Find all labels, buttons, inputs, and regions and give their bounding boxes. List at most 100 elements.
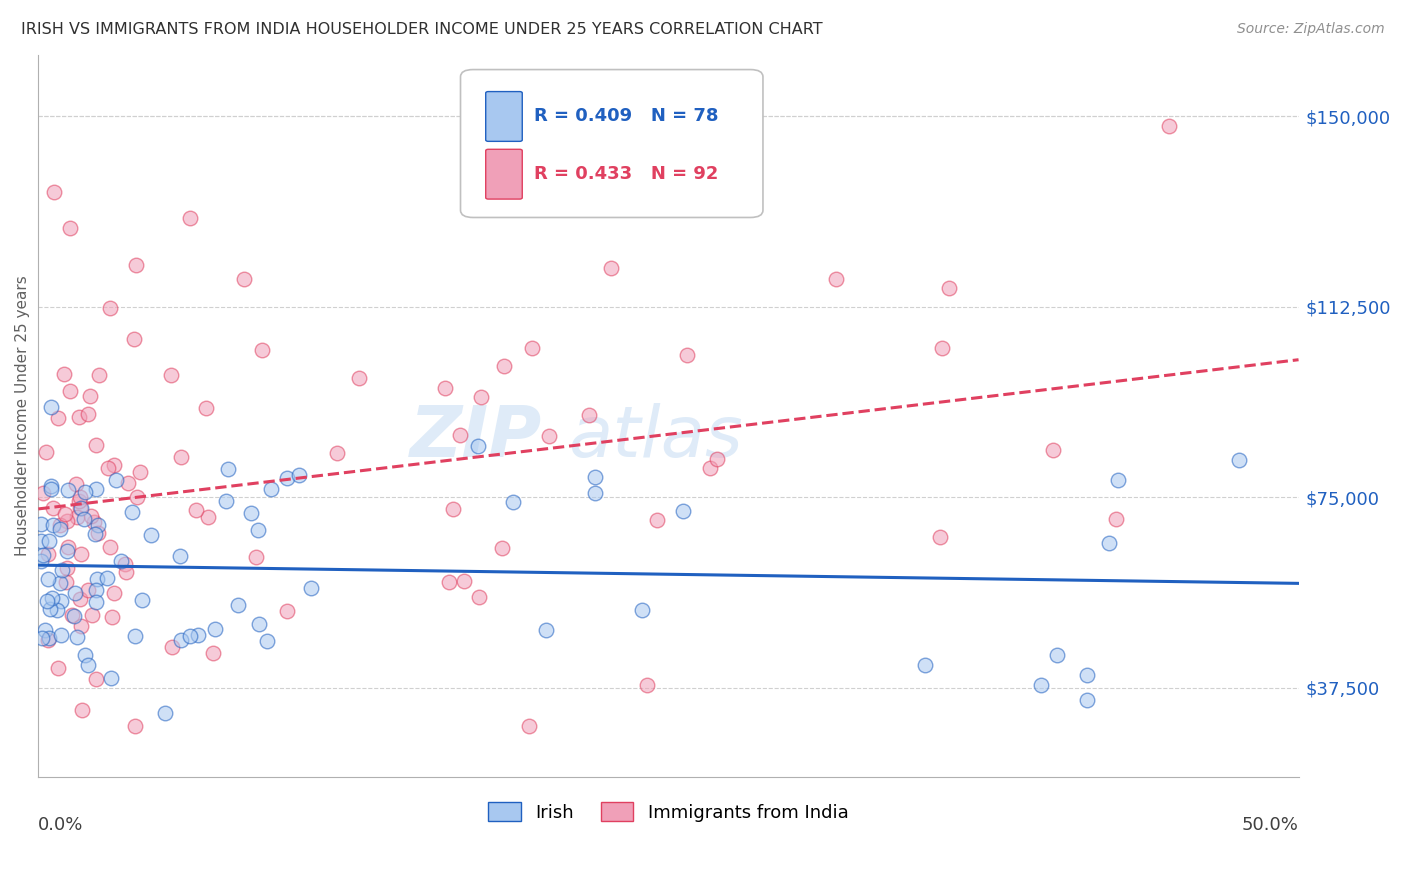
Point bbox=[583, 470, 606, 484]
Point bbox=[73, 512, 96, 526]
Text: 0.0%: 0.0% bbox=[38, 816, 84, 834]
Point bbox=[37, 572, 59, 586]
Point bbox=[170, 450, 193, 464]
Point bbox=[56, 483, 79, 497]
Point bbox=[1157, 120, 1180, 134]
Point bbox=[103, 586, 125, 600]
Point bbox=[259, 482, 281, 496]
Point bbox=[128, 466, 150, 480]
Point bbox=[97, 461, 120, 475]
Point bbox=[84, 438, 107, 452]
Point bbox=[699, 461, 721, 475]
Point bbox=[30, 534, 52, 549]
Point bbox=[39, 400, 62, 414]
Point bbox=[299, 581, 322, 595]
Point bbox=[32, 486, 55, 500]
Text: 50.0%: 50.0% bbox=[1241, 816, 1299, 834]
Point bbox=[217, 462, 239, 476]
Point bbox=[67, 494, 90, 508]
Point bbox=[30, 554, 52, 568]
Point bbox=[124, 629, 146, 643]
Point bbox=[453, 574, 475, 588]
Point bbox=[42, 517, 65, 532]
Point bbox=[67, 410, 90, 425]
Point bbox=[536, 624, 558, 638]
Point bbox=[247, 523, 270, 537]
Point bbox=[98, 301, 121, 316]
Point bbox=[439, 574, 461, 589]
Point bbox=[449, 428, 471, 442]
Point bbox=[100, 671, 122, 685]
Point bbox=[636, 678, 658, 692]
Point bbox=[931, 341, 953, 355]
Point bbox=[63, 608, 86, 623]
Text: Source: ZipAtlas.com: Source: ZipAtlas.com bbox=[1237, 22, 1385, 37]
Text: R = 0.433   N = 92: R = 0.433 N = 92 bbox=[534, 165, 718, 183]
Point bbox=[110, 554, 132, 568]
Text: ZIP: ZIP bbox=[411, 403, 543, 472]
Point bbox=[1076, 668, 1098, 682]
Point bbox=[928, 530, 950, 544]
Point bbox=[77, 658, 100, 673]
Point bbox=[49, 518, 72, 533]
Point bbox=[256, 634, 278, 648]
Point bbox=[84, 673, 107, 687]
Point bbox=[824, 272, 846, 286]
Text: R = 0.409   N = 78: R = 0.409 N = 78 bbox=[534, 107, 718, 126]
Point bbox=[233, 271, 256, 285]
Point bbox=[228, 599, 250, 613]
Point bbox=[30, 516, 52, 531]
Point bbox=[51, 628, 73, 642]
Point bbox=[204, 622, 226, 636]
Point bbox=[520, 341, 543, 355]
Point bbox=[59, 384, 82, 398]
Point bbox=[114, 557, 136, 571]
Point bbox=[288, 467, 311, 482]
Point bbox=[66, 630, 89, 644]
Point bbox=[37, 547, 59, 561]
Point bbox=[252, 343, 274, 357]
Text: IRISH VS IMMIGRANTS FROM INDIA HOUSEHOLDER INCOME UNDER 25 YEARS CORRELATION CHA: IRISH VS IMMIGRANTS FROM INDIA HOUSEHOLD… bbox=[21, 22, 823, 37]
Point bbox=[80, 509, 103, 524]
Point bbox=[1031, 678, 1053, 692]
Point bbox=[276, 604, 298, 618]
Point bbox=[169, 549, 191, 563]
Point bbox=[38, 631, 60, 645]
Point bbox=[245, 549, 267, 564]
Point bbox=[162, 640, 184, 655]
Point bbox=[494, 359, 516, 373]
Point bbox=[51, 564, 73, 578]
Point bbox=[187, 628, 209, 642]
Point bbox=[441, 502, 464, 516]
Point bbox=[201, 646, 224, 660]
Point bbox=[125, 490, 148, 504]
Point bbox=[63, 586, 86, 600]
Point bbox=[179, 211, 201, 225]
Point bbox=[41, 591, 63, 605]
FancyBboxPatch shape bbox=[485, 149, 522, 199]
Point bbox=[55, 514, 77, 528]
Point bbox=[103, 458, 125, 472]
Point bbox=[914, 657, 936, 672]
Point bbox=[60, 608, 83, 623]
Point bbox=[38, 533, 60, 548]
Point bbox=[114, 565, 136, 579]
Point bbox=[502, 494, 524, 508]
Point bbox=[599, 260, 621, 275]
Point bbox=[83, 527, 105, 541]
Point bbox=[53, 507, 76, 521]
Point bbox=[69, 592, 91, 607]
Point bbox=[1046, 648, 1069, 662]
Point bbox=[179, 630, 201, 644]
Point bbox=[77, 407, 100, 421]
Point bbox=[121, 504, 143, 518]
Point bbox=[83, 515, 105, 529]
FancyBboxPatch shape bbox=[485, 92, 522, 141]
Point bbox=[70, 619, 93, 633]
Point bbox=[69, 500, 91, 515]
Point bbox=[56, 561, 79, 575]
Point bbox=[938, 281, 960, 295]
Point bbox=[326, 445, 349, 459]
Point bbox=[1105, 512, 1128, 526]
Point bbox=[79, 389, 101, 403]
